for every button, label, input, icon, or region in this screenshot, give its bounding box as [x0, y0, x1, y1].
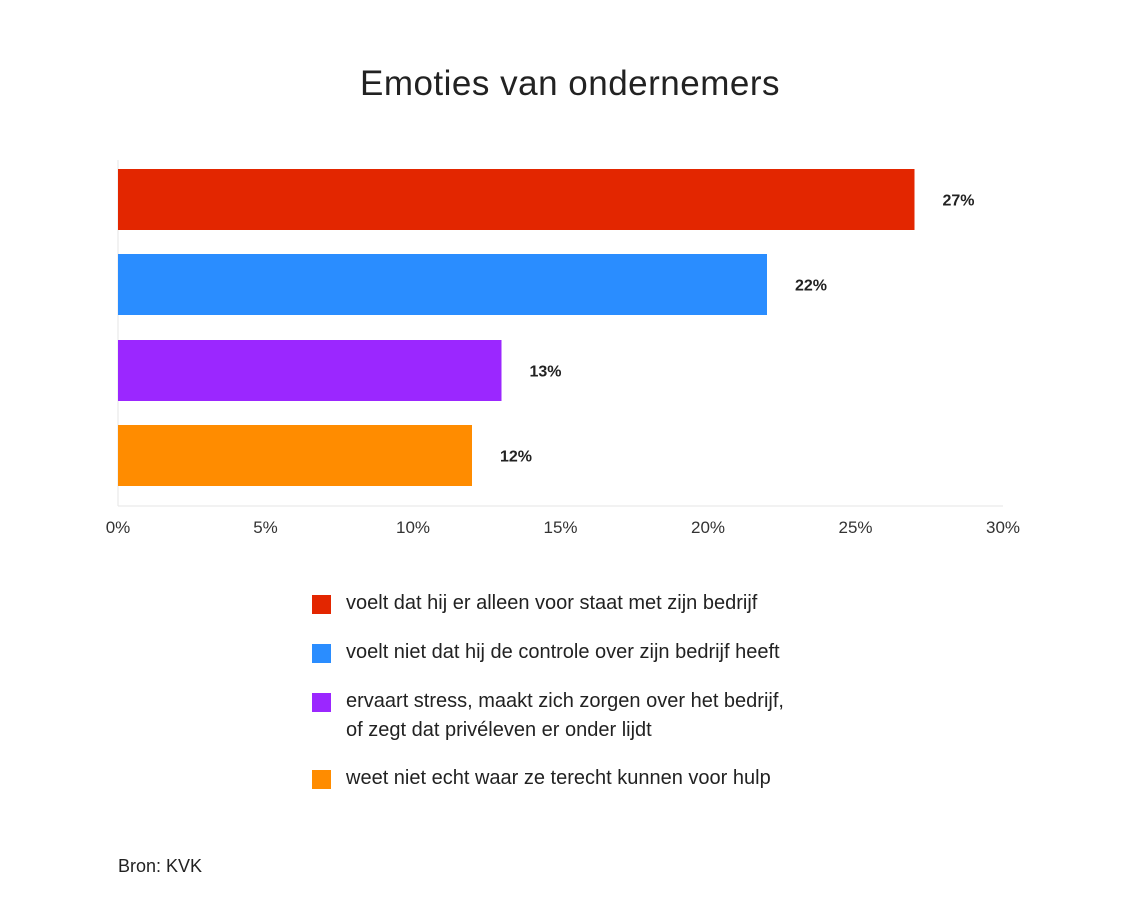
chart-title: Emoties van ondernemers — [359, 64, 781, 103]
legend-label-line: weet niet echt waar ze terecht kunnen vo… — [346, 767, 771, 789]
legend-swatch — [312, 644, 331, 663]
legend-swatch — [312, 693, 331, 712]
bar-3 — [118, 425, 472, 486]
legend-item: weet niet echt waar ze terecht kunnen vo… — [312, 767, 784, 793]
legend-label: weet niet echt waar ze terecht kunnen vo… — [346, 764, 771, 793]
x-tick-label: 10% — [396, 518, 430, 537]
legend-item: voelt dat hij er alleen voor staat met z… — [312, 592, 784, 618]
legend-label: ervaart stress, maakt zich zorgen over h… — [346, 687, 784, 745]
x-tick-label: 25% — [838, 518, 872, 537]
source-note: Bron: KVK — [118, 856, 203, 876]
data-label-0: 27% — [943, 193, 975, 210]
legend-item: voelt niet dat hij de controle over zijn… — [312, 641, 784, 667]
bar-0 — [118, 169, 915, 230]
x-tick-label: 0% — [106, 518, 131, 537]
x-tick-label: 30% — [986, 518, 1020, 537]
bar-2 — [118, 340, 502, 401]
x-tick-label: 20% — [691, 518, 725, 537]
data-label-3: 12% — [500, 449, 532, 466]
bar-chart: 27% 22% 13% 12% 0% 5% 10% 15% 20% 25% 30% — [106, 160, 1020, 537]
legend-label-line: ervaart stress, maakt zich zorgen over h… — [346, 690, 784, 712]
data-label-2: 13% — [530, 364, 562, 381]
legend-item: ervaart stress, maakt zich zorgen over h… — [312, 690, 784, 745]
legend-label: voelt niet dat hij de controle over zijn… — [346, 638, 780, 667]
legend: voelt dat hij er alleen voor staat met z… — [312, 592, 784, 816]
legend-label-line: of zegt dat privéleven er onder lijdt — [346, 719, 652, 741]
legend-swatch — [312, 770, 331, 789]
legend-swatch — [312, 595, 331, 614]
legend-label-line: voelt dat hij er alleen voor staat met z… — [346, 592, 758, 614]
legend-label: voelt dat hij er alleen voor staat met z… — [346, 589, 757, 618]
x-tick-label: 15% — [543, 518, 577, 537]
bar-1 — [118, 254, 767, 315]
legend-label-line: voelt niet dat hij de controle over zijn… — [346, 641, 780, 663]
data-label-1: 22% — [795, 278, 827, 295]
x-tick-label: 5% — [253, 518, 278, 537]
